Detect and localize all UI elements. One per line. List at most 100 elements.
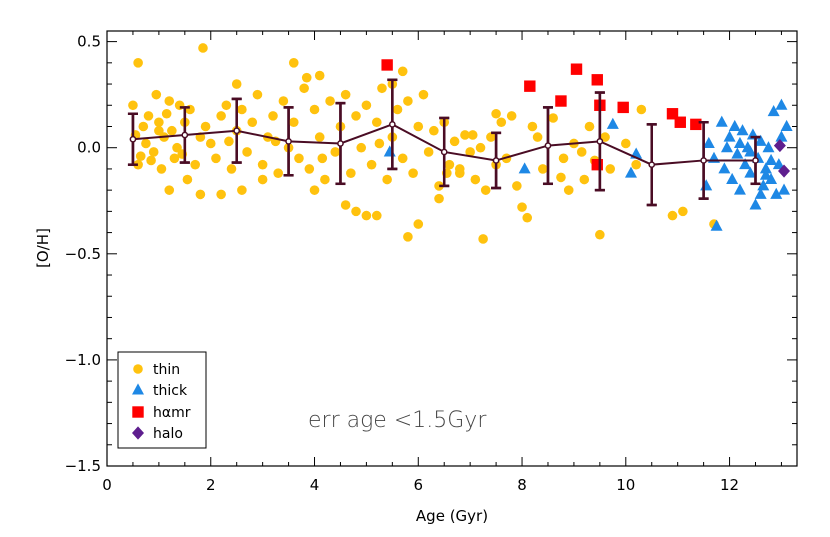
thin-point: [135, 151, 146, 161]
chart-annotation: err age <1.5Gyr: [308, 408, 487, 433]
thin-point: [216, 111, 226, 121]
thin-point: [288, 117, 299, 128]
thin-point: [496, 117, 507, 128]
mean-trend-point: [233, 127, 241, 135]
thin-point: [172, 142, 182, 153]
thin-point: [636, 104, 647, 115]
thin-point: [361, 210, 372, 221]
thick-point: [702, 136, 715, 148]
thick-point: [754, 134, 767, 146]
thin-point: [128, 100, 138, 111]
thin-point: [620, 138, 631, 149]
hamr-point: [591, 158, 603, 171]
thin-point: [413, 219, 424, 229]
thin-point: [151, 89, 162, 100]
thin-point: [148, 147, 159, 157]
y-tick-label: −1.0: [65, 351, 101, 369]
thick-point: [744, 166, 757, 178]
thick-point: [624, 166, 637, 178]
legend-hamr-label: hαmr: [153, 405, 191, 421]
thin-point: [278, 96, 289, 106]
x-tick-label: 10: [616, 476, 635, 494]
thin-point: [164, 185, 175, 195]
thin-point: [465, 147, 475, 157]
x-tick-label: 4: [310, 476, 320, 494]
thick-point: [736, 124, 749, 136]
thin-point: [224, 136, 234, 147]
thin-point: [449, 136, 460, 147]
thick-point: [757, 179, 770, 191]
thin-point: [167, 125, 177, 136]
legend-thick-marker: [132, 383, 144, 395]
thick-point: [765, 153, 778, 165]
thick-point: [518, 162, 531, 174]
axis-ticks: [106, 31, 797, 467]
thin-point: [423, 147, 434, 157]
legend-thin-marker: [133, 364, 143, 374]
hamr-point: [524, 80, 536, 92]
thin-point: [351, 206, 361, 217]
halo-point: [773, 138, 786, 153]
thin-point: [226, 164, 237, 174]
thin-point: [460, 130, 470, 140]
thick-point: [731, 147, 744, 159]
legend-halo-marker: [132, 426, 144, 440]
thin-point: [558, 153, 569, 164]
thick-point: [710, 219, 723, 231]
thin-point: [374, 138, 385, 149]
thick-point: [759, 168, 772, 180]
legend: thin thick hαmr halo: [117, 351, 207, 449]
thin-point: [486, 132, 496, 142]
thick-point: [762, 141, 775, 153]
thin-point: [480, 185, 491, 195]
mean-trend-point: [337, 140, 344, 147]
thin-point: [522, 212, 533, 223]
y-tick-label: −1.5: [65, 457, 101, 475]
hamr-point: [666, 108, 679, 120]
thin-point: [304, 164, 315, 174]
thick-point: [775, 98, 788, 110]
thick-point: [606, 117, 619, 129]
thin-point: [563, 185, 574, 195]
legend-box: [117, 351, 207, 449]
hamr-point: [690, 118, 702, 131]
mean-trend-line-group: [127, 78, 761, 207]
hamr-point: [617, 101, 629, 114]
mean-trend-point: [388, 121, 396, 128]
mean-trend-point: [648, 161, 656, 169]
thin-point: [506, 111, 517, 121]
thin-point: [182, 174, 193, 185]
thin-point: [403, 96, 413, 106]
thin-point: [340, 200, 351, 210]
thin-point: [382, 174, 392, 185]
thin-point: [317, 153, 328, 164]
thin-point: [247, 117, 258, 128]
y-tick-label: −0.5: [65, 245, 101, 263]
thin-point: [397, 153, 408, 164]
mean-trend-point: [544, 142, 552, 149]
thin-point: [154, 117, 164, 128]
x-axis-label: Age (Gyr): [416, 507, 488, 525]
thin-point: [512, 181, 522, 191]
thin-point: [211, 153, 221, 164]
thin-point: [190, 159, 200, 170]
thick-point: [770, 187, 783, 199]
thin-point: [527, 121, 538, 132]
thin-point: [314, 70, 325, 81]
thin-point: [579, 174, 590, 185]
thin-point: [454, 164, 465, 174]
legend-hamr-marker: [132, 406, 144, 418]
thin-point: [231, 79, 242, 89]
thin-point: [195, 189, 206, 200]
thin-point: [667, 210, 678, 221]
thin-point: [156, 164, 167, 174]
x-tick-label: 2: [206, 476, 216, 494]
thin-point: [198, 43, 208, 53]
thin-point: [301, 72, 312, 83]
thick-point: [767, 105, 780, 117]
thin-point: [294, 153, 304, 164]
thick-point: [739, 158, 752, 170]
thin-point: [133, 159, 143, 170]
thin-point: [537, 164, 548, 174]
thin-point: [413, 121, 424, 132]
